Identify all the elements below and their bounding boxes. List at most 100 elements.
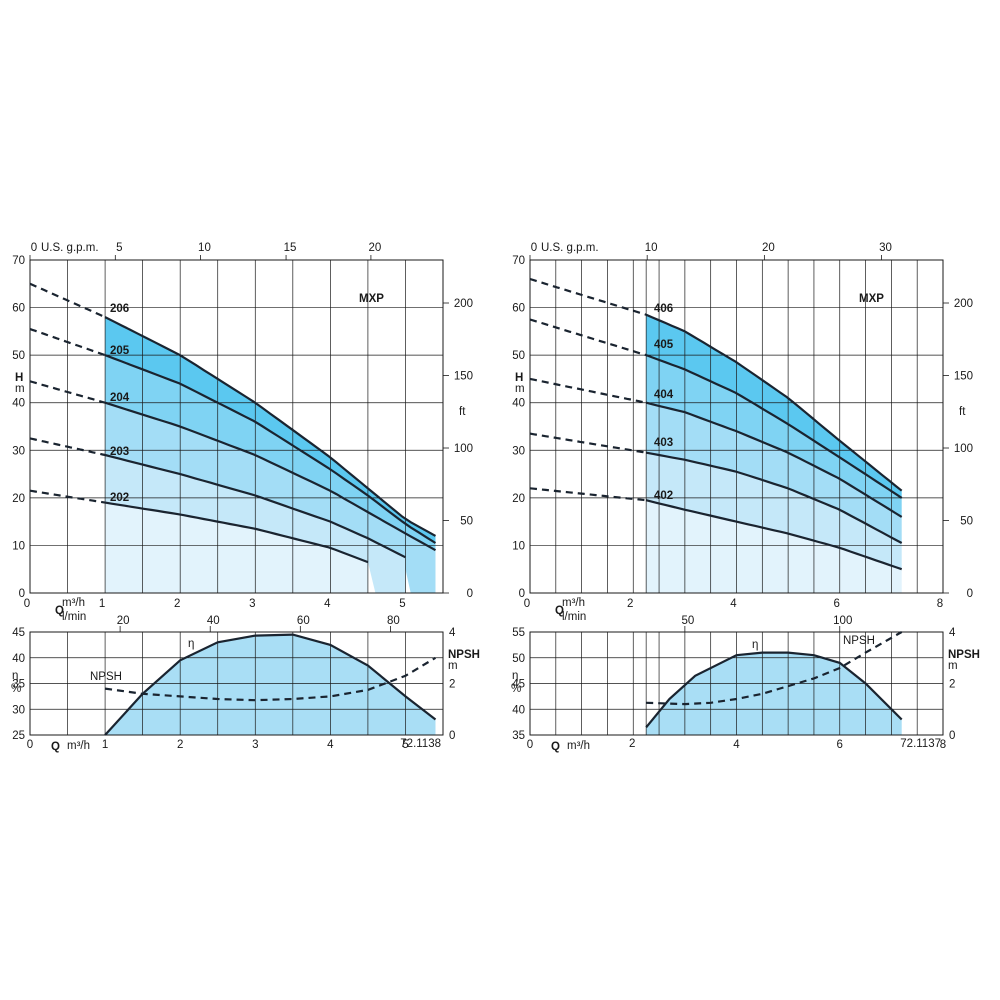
eta-symbol: η — [12, 670, 18, 682]
eff-frame — [529, 631, 944, 736]
curve-202-dashed — [29, 489, 106, 504]
npsh-axis-unit: m — [948, 660, 958, 672]
chart-code: 72.1137 — [900, 738, 941, 750]
curve-404 — [645, 401, 903, 518]
gpm-tick-label: 20 — [762, 242, 775, 254]
npsh-curve — [104, 656, 437, 702]
head-unit: m — [515, 383, 525, 395]
eta-unit: % — [511, 683, 521, 695]
eff-flow-unit: m³/h — [567, 740, 590, 752]
head-fill-205 — [105, 355, 436, 551]
gpm-tick-label: 20 — [369, 242, 382, 254]
curve-404-dashed — [529, 377, 647, 404]
curve-label-202: 202 — [110, 492, 129, 504]
head-symbol: H — [515, 372, 523, 384]
flow-unit: m³/h — [62, 597, 85, 609]
eff-q-tick-label: 8 — [940, 739, 946, 751]
curve-202 — [104, 501, 369, 564]
flow-unit-alt: l/min — [562, 611, 586, 623]
curve-204-dashed — [29, 380, 106, 404]
eta-tick-label: 35 — [512, 730, 525, 742]
curve-label-406: 406 — [654, 303, 673, 315]
lpm-tick-label: 40 — [207, 615, 220, 627]
curve-405 — [645, 354, 903, 499]
ft-tick-label: 100 — [954, 443, 973, 455]
curve-402-dashed — [529, 487, 647, 502]
head-unit-alt: ft — [959, 406, 966, 418]
h-tick-label: 10 — [12, 540, 25, 552]
eta-curve-label: η — [752, 639, 758, 651]
q-symbol: Q — [55, 605, 64, 617]
npsh-axis-unit: m — [448, 660, 458, 672]
h-tick-label: 40 — [12, 398, 25, 410]
h-tick-label: 40 — [512, 398, 525, 410]
model-label: MXP — [359, 293, 384, 305]
gpm-unit: U.S. g.p.m. — [541, 242, 599, 254]
curve-label-402: 402 — [654, 490, 673, 502]
efficiency-curve — [645, 651, 903, 728]
npsh-axis-label: NPSH — [948, 649, 980, 661]
q-tick-label: 4 — [730, 598, 737, 610]
lpm-tick-label: 50 — [681, 615, 694, 627]
q-tick-label: 2 — [174, 598, 180, 610]
head-unit: m — [15, 383, 25, 395]
ft-tick-label: 50 — [460, 516, 473, 528]
h-tick-label: 50 — [12, 350, 25, 362]
h-tick-label: 20 — [12, 493, 25, 505]
lpm-tick-label: 20 — [117, 615, 130, 627]
gpm-tick-label: 10 — [198, 242, 211, 254]
h-tick-label: 60 — [512, 303, 525, 315]
ft-tick-label: 150 — [454, 371, 473, 383]
eff-q-tick-label: 2 — [629, 738, 635, 750]
eta-curve-label: η — [188, 638, 194, 650]
eff-q-symbol: Q — [551, 741, 560, 753]
lpm-tick-label: 100 — [833, 615, 852, 627]
gpm-tick-label: 5 — [116, 242, 122, 254]
eta-tick-label: 40 — [12, 653, 25, 665]
curve-406 — [645, 313, 903, 492]
eff-q-symbol: Q — [51, 741, 60, 753]
q-tick-label: 2 — [627, 598, 633, 610]
efficiency-fill — [646, 652, 902, 735]
head-fill-403 — [646, 452, 902, 570]
eff-q-tick-label: 6 — [837, 739, 843, 751]
efficiency-curve — [104, 633, 437, 736]
npsh-curve-label: NPSH — [843, 635, 875, 647]
h-tick-label: 50 — [512, 350, 525, 362]
eta-tick-label: 40 — [512, 704, 525, 716]
curve-label-203: 203 — [110, 446, 129, 458]
curve-label-204: 204 — [110, 392, 130, 404]
q-tick-label: 5 — [399, 598, 405, 610]
eff-q-tick-label: 3 — [252, 739, 258, 751]
curve-label-206: 206 — [110, 303, 129, 315]
eta-tick-label: 50 — [512, 653, 525, 665]
curve-403-dashed — [529, 432, 647, 454]
gpm-tick-label: 30 — [879, 242, 892, 254]
eff-frame — [29, 631, 444, 736]
gpm-unit: U.S. g.p.m. — [41, 242, 99, 254]
head-frame — [29, 259, 444, 594]
ft-tick-label: 50 — [960, 516, 973, 528]
q-tick-label: 4 — [324, 598, 331, 610]
eta-tick-label: 30 — [12, 704, 25, 716]
h-tick-label: 70 — [12, 255, 25, 267]
head-fill-areas — [105, 317, 436, 593]
curve-label-403: 403 — [654, 437, 673, 449]
npsh-curve — [646, 631, 903, 706]
ft-tick-label: 0 — [967, 588, 973, 600]
curve-label-205: 205 — [110, 345, 130, 357]
h-tick-label: 10 — [512, 540, 525, 552]
curve-406-dashed — [529, 277, 647, 316]
head-frame — [529, 259, 944, 594]
head-fill-405 — [646, 355, 902, 517]
eff-q-tick-label: 5 — [402, 739, 408, 751]
eff-q-tick-label: 2 — [177, 739, 183, 751]
h-tick-label: 0 — [19, 588, 25, 600]
q-symbol: Q — [555, 605, 564, 617]
lpm-tick-label: 80 — [387, 615, 400, 627]
npsh-tick-label: 2 — [949, 679, 955, 691]
h-tick-label: 0 — [519, 588, 525, 600]
curve-label-405: 405 — [654, 339, 674, 351]
